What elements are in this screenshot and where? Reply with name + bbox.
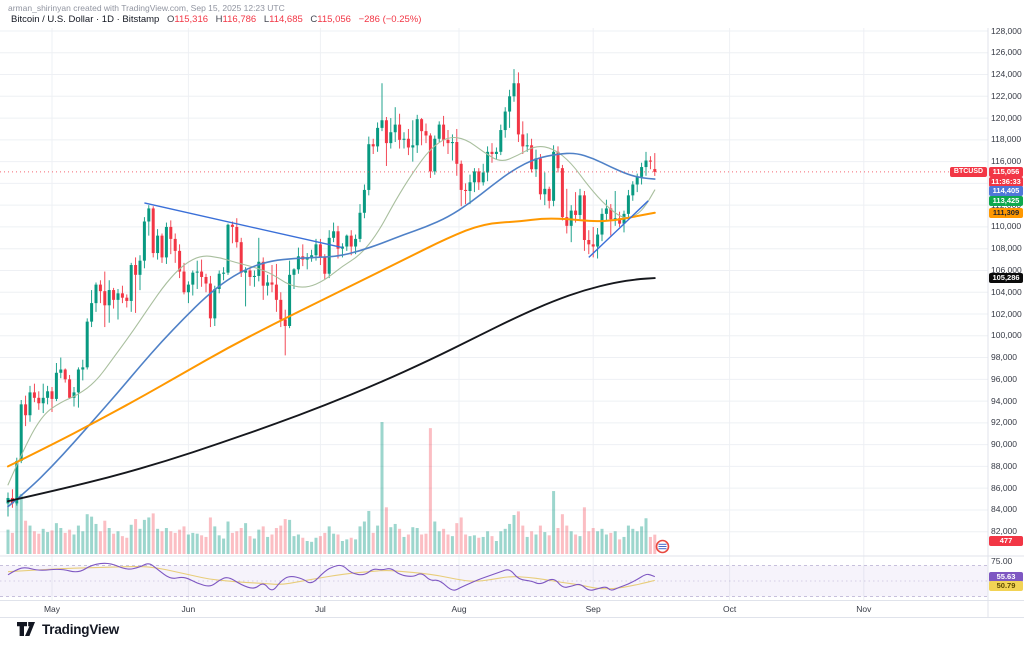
price-axis-label: 84,000 <box>991 504 1017 515</box>
ohlc-high-label: H <box>215 14 223 25</box>
rsi-pane <box>0 562 988 597</box>
ohlc-low-label: L <box>263 14 270 25</box>
rsi-line <box>7 562 656 591</box>
price-axis-label: 102,000 <box>991 308 1022 319</box>
ohlc-low-value: 114,685 <box>269 14 303 25</box>
time-axis-label-may: May <box>43 604 61 614</box>
ma-line-ma-fast-green <box>7 136 656 486</box>
price-axis-label: 88,000 <box>991 460 1017 471</box>
symbol-description[interactable]: Bitcoin / U.S. Dollar · 1D · Bitstamp <box>11 14 160 25</box>
time-axis-label-jul: Jul <box>314 604 326 614</box>
volume-layer <box>6 422 657 554</box>
ma-line-ma-50-blue <box>7 152 656 508</box>
price-axis-label: 92,000 <box>991 417 1017 428</box>
time-axis-label-jun: Jun <box>181 604 196 614</box>
price-axis-label: 94,000 <box>991 395 1017 406</box>
price-axis-label: 108,000 <box>991 243 1022 254</box>
price-axis-label: 128,000 <box>991 25 1022 36</box>
us-flag-event-icon[interactable] <box>655 539 670 554</box>
ma100-value-badge: 111,309 <box>989 207 1023 218</box>
countdown-badge: 11:36:33 <box>989 176 1023 187</box>
pane-separators <box>0 28 1024 618</box>
candles-layer <box>6 69 657 517</box>
price-axis-label: 90,000 <box>991 439 1017 450</box>
price-axis-label: 118,000 <box>991 134 1022 145</box>
ascending-trendline[interactable] <box>588 200 649 258</box>
creator-watermark: arman_shirinyan created with TradingView… <box>8 3 285 13</box>
ma20-value-badge: 113,425 <box>989 196 1023 207</box>
price-axis-label: 116,000 <box>991 156 1022 167</box>
price-axis-label: 124,000 <box>991 69 1022 80</box>
ohlc-open-value: 115,316 <box>174 14 209 25</box>
rsi-value-badge: 55.63 <box>989 571 1023 582</box>
tradingview-logo-icon <box>17 622 35 636</box>
price-axis-label: 82,000 <box>991 526 1017 537</box>
price-axis-label: 86,000 <box>991 482 1017 493</box>
ohlc-close-value: 115,056 <box>317 14 351 25</box>
ma-line-ma-100-orange <box>7 211 656 468</box>
legend: Bitcoin / U.S. Dollar · 1D · Bitstamp O1… <box>11 14 421 25</box>
ma50-value-badge: 114,405 <box>989 186 1023 197</box>
volume-value-badge: 477 <box>989 536 1023 546</box>
last-price-badge: 115,056 <box>989 166 1023 177</box>
ohlc-open-label: O <box>167 14 175 25</box>
ma200-value-badge: 105,286 <box>989 273 1023 284</box>
descending-trendline[interactable] <box>144 202 343 249</box>
ohlc-close-label: C <box>310 14 318 25</box>
price-axis-label: 122,000 <box>991 90 1022 101</box>
time-axis-label-aug: Aug <box>451 604 467 614</box>
time-axis-label-oct: Oct <box>722 604 737 614</box>
price-axis-label: 104,000 <box>991 286 1022 297</box>
tradingview-brand[interactable]: TradingView <box>16 621 119 637</box>
price-axis-label: 96,000 <box>991 373 1017 384</box>
rsi-ma-line <box>7 565 655 590</box>
rsi-ma-value-badge: 50.79 <box>989 581 1023 592</box>
ohlc-high-value: 116,786 <box>222 14 257 25</box>
price-axis-label: 110,000 <box>991 221 1022 232</box>
time-axis-label-nov: Nov <box>856 604 872 614</box>
price-axis-label: 100,000 <box>991 330 1022 341</box>
price-axis-label: 120,000 <box>991 112 1022 123</box>
price-axis-label: 106,000 <box>991 264 1022 275</box>
change-value: −286 (−0.25%) <box>358 14 422 25</box>
rsi-axis-label: 75.00 <box>991 556 1013 567</box>
symbol-tag-badge: BTCUSD <box>950 166 987 177</box>
grid-layer <box>0 28 988 600</box>
price-axis-label: 98,000 <box>991 352 1017 363</box>
ma-line-ma-200-black <box>7 277 656 503</box>
brand-name: TradingView <box>42 621 120 637</box>
price-axis-label: 126,000 <box>991 47 1022 58</box>
time-axis-label-sep: Sep <box>585 604 601 614</box>
